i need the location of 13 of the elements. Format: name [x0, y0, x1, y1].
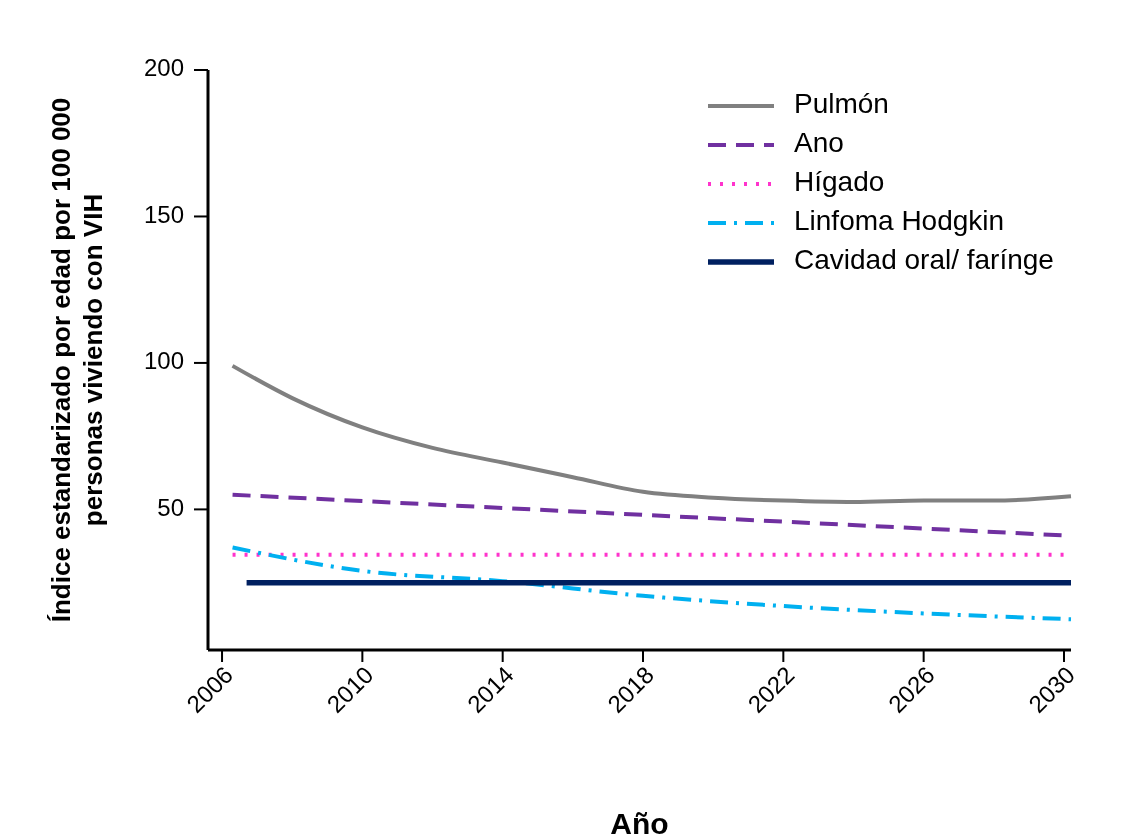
legend-label: Linfoma Hodgkin: [794, 205, 1005, 237]
legend-label: Ano: [794, 127, 844, 159]
line-series: [230, 363, 1073, 505]
legend-label: Cavidad oral/ farínge: [794, 244, 1054, 276]
y-tick-label: 100: [143, 347, 184, 375]
y-axis-title: Índice estandarizado por edad por 100 000 personas viviendo con VIH: [46, 97, 108, 623]
y-tick-label: 200: [143, 54, 184, 82]
x-axis-title: Año: [610, 807, 669, 834]
legend-label: Hígado: [794, 166, 885, 198]
y-tick-label: 50: [157, 493, 184, 521]
line-series: [230, 545, 1073, 622]
y-tick-label: 150: [143, 200, 184, 228]
legend-label: Pulmón: [794, 88, 889, 120]
